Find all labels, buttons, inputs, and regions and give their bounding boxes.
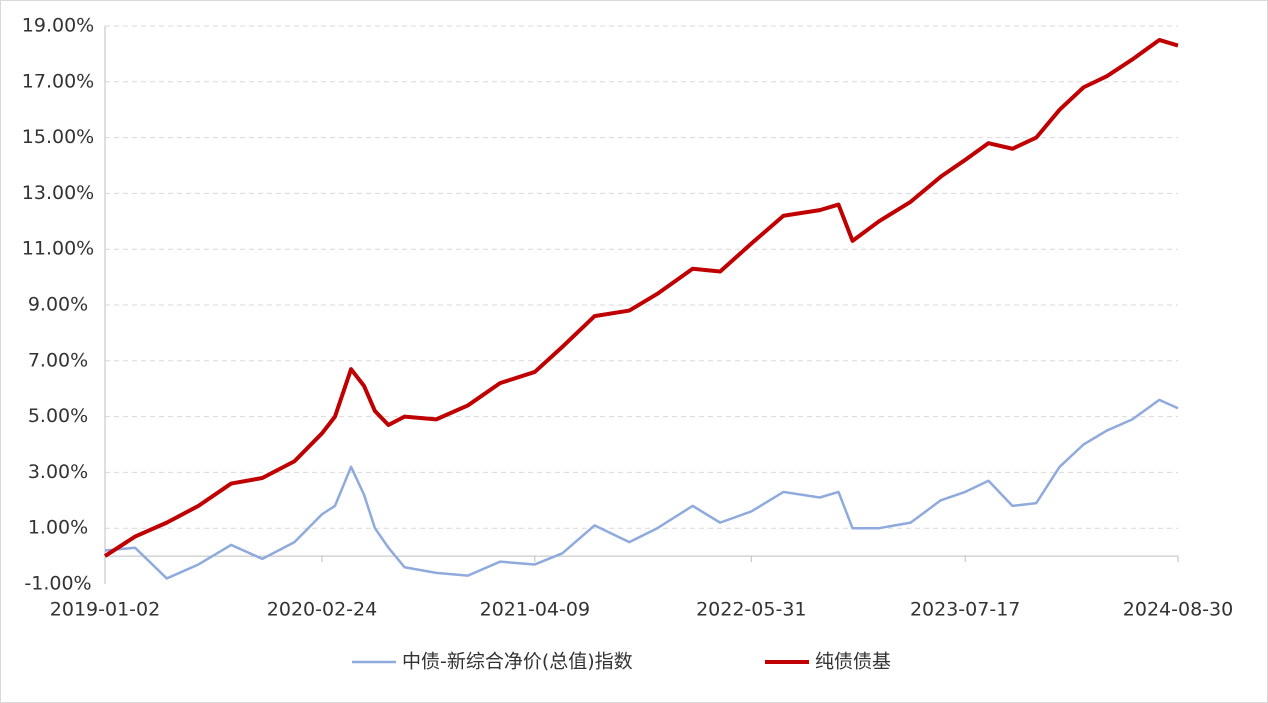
legend-label: 纯债债基 [815, 651, 891, 673]
x-tick-label: 2024-08-30 [1123, 599, 1233, 621]
y-tick-label: 15.00% [22, 126, 94, 148]
series-line [104, 398, 1179, 580]
series-line [103, 37, 1179, 558]
y-tick-label: 19.00% [22, 15, 94, 37]
y-tick-label: 17.00% [22, 70, 94, 92]
y-tick-label: 11.00% [22, 238, 94, 260]
x-tick-label: 2023-07-17 [910, 599, 1020, 621]
x-tick-label: 2020-02-24 [267, 599, 377, 621]
y-tick-label: 9.00% [28, 294, 88, 316]
legend-label: 中债-新综合净价(总值)指数 [402, 651, 633, 673]
y-tick-label: 3.00% [28, 461, 88, 483]
y-tick-label: 1.00% [28, 517, 88, 539]
y-tick-label: 7.00% [28, 349, 88, 371]
y-tick-label: 13.00% [22, 182, 94, 204]
x-tick-label: 2019-01-02 [50, 599, 160, 621]
y-tick-label: -1.00% [24, 573, 91, 595]
x-tick-label: 2021-04-09 [480, 599, 590, 621]
x-tick-label: 2022-05-31 [696, 599, 806, 621]
y-tick-label: 5.00% [28, 405, 88, 427]
